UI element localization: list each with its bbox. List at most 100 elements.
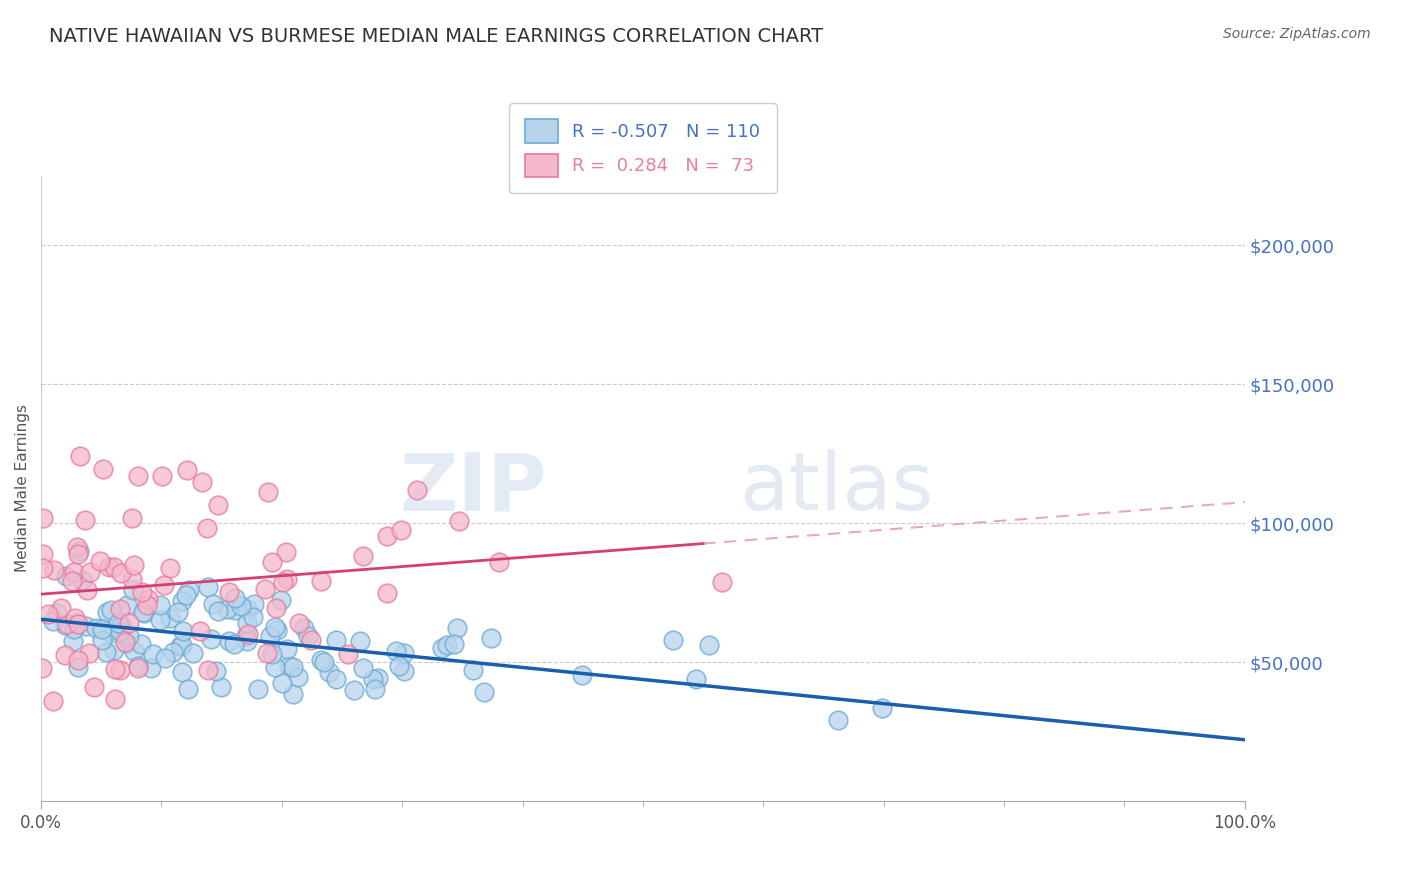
Point [139,661,162,675]
Point [76,583,98,598]
Point [571,668,593,682]
Point [443,637,465,651]
Point [479,631,502,645]
Point [278,659,301,673]
Point [115,635,138,649]
Point [243,597,266,611]
Point [283,687,305,701]
Point [218,585,240,599]
Point [63,565,86,579]
Point [197,580,219,594]
Point [107,616,129,631]
Point [46,607,69,621]
Point [349,634,371,648]
Legend: R = -0.507   N = 110, R =  0.284   N =  73: R = -0.507 N = 110, R = 0.284 N = 73 [509,103,776,193]
Point [127,659,149,673]
Point [51,601,73,615]
Point [174,588,197,602]
Point [253,582,276,596]
Point [132,605,155,619]
Point [108,602,131,616]
Point [685,673,707,687]
Point [42,615,65,629]
Point [159,561,181,575]
Point [121,572,143,586]
Point [274,545,297,559]
Point [67,617,90,632]
Point [472,685,495,699]
Point [325,632,347,647]
Point [197,663,219,677]
Point [218,633,240,648]
Point [93,461,115,475]
Point [287,670,309,684]
Point [697,638,720,652]
Text: ZIP: ZIP [399,450,547,527]
Point [299,633,322,648]
Point [392,665,415,679]
Point [190,624,212,638]
Point [110,620,132,634]
Point [31,561,53,575]
Point [207,604,229,618]
Point [108,624,131,639]
Point [114,635,136,649]
Point [229,599,252,613]
Point [66,541,89,555]
Point [388,658,411,673]
Text: Source: ZipAtlas.com: Source: ZipAtlas.com [1223,27,1371,41]
Point [389,523,412,537]
Point [364,682,387,697]
Point [75,619,97,633]
Point [60,574,83,588]
Point [297,629,319,643]
Point [224,603,246,617]
Point [66,659,89,673]
Point [56,617,79,632]
Point [31,547,53,561]
Point [270,676,292,690]
Point [242,610,264,624]
Point [63,611,86,625]
Point [176,463,198,477]
Point [176,682,198,697]
Point [385,644,408,658]
Point [131,584,153,599]
Point [159,610,181,624]
Point [662,632,685,647]
Point [63,623,86,637]
Point [55,618,77,632]
Point [67,653,90,667]
Point [31,661,53,675]
Point [155,651,177,665]
Point [100,603,122,617]
Point [292,621,315,635]
Point [97,559,120,574]
Point [136,591,159,606]
Point [66,547,89,561]
Point [215,602,238,616]
Point [70,573,93,587]
Point [150,469,173,483]
Point [361,672,384,686]
Point [90,632,112,647]
Point [256,647,278,661]
Point [276,572,298,586]
Point [149,613,172,627]
Point [222,637,245,651]
Point [264,600,287,615]
Point [343,682,366,697]
Point [318,665,340,680]
Point [309,653,332,667]
Point [153,578,176,592]
Point [97,624,120,638]
Point [170,665,193,679]
Text: atlas: atlas [740,450,934,527]
Point [110,566,132,581]
Point [53,648,76,662]
Point [118,629,141,643]
Point [65,615,87,630]
Point [309,574,332,588]
Point [207,498,229,512]
Point [352,549,374,563]
